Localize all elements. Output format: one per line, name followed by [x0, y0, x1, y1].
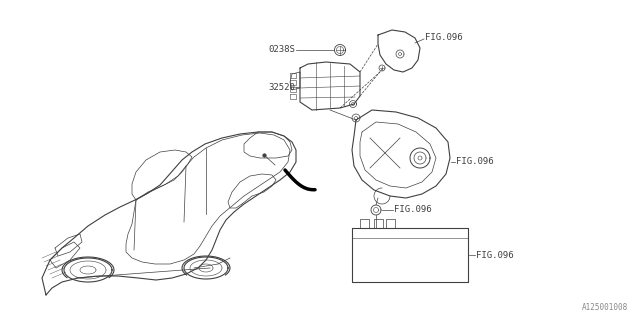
- Text: FIG.096: FIG.096: [476, 251, 514, 260]
- Text: A125001008: A125001008: [582, 303, 628, 312]
- Text: 32520: 32520: [268, 83, 295, 92]
- Text: FIG.096: FIG.096: [425, 34, 463, 43]
- Text: FIG.096: FIG.096: [394, 205, 431, 214]
- Text: FIG.096: FIG.096: [456, 157, 493, 166]
- Text: 0238S: 0238S: [268, 45, 295, 54]
